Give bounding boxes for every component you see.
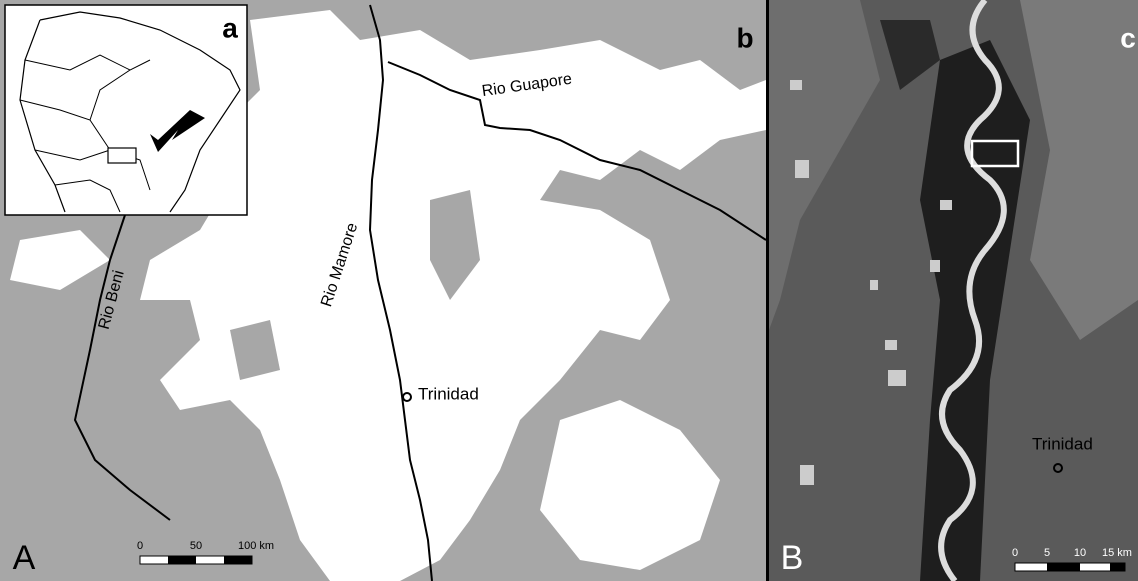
terrain — [1020, 0, 1138, 340]
town-label: Trinidad — [1032, 434, 1093, 453]
river — [73, 214, 171, 521]
river — [938, 0, 1007, 581]
town-marker — [1053, 463, 1063, 473]
river — [368, 4, 433, 581]
continent-outline — [19, 11, 241, 213]
upland — [430, 190, 480, 300]
divider — [766, 0, 769, 581]
study-area-box — [107, 147, 137, 164]
scale-label: 0 — [1012, 547, 1018, 559]
satellite-panel-c: Trinidad 0 5 10 15 km c B — [769, 0, 1138, 581]
town-marker — [402, 392, 412, 402]
river — [387, 61, 766, 241]
upland — [230, 320, 280, 380]
scale-label: 0 — [137, 540, 143, 552]
map-panel-b: Rio Guapore Rio Mamore Rio Beni Trinidad… — [0, 0, 766, 581]
map-letter: A — [13, 539, 36, 577]
clearings — [790, 80, 952, 485]
map-letter: B — [781, 539, 804, 577]
arrow — [150, 110, 205, 152]
scale-bar: 0 50 100 km — [137, 540, 274, 565]
panel-letter: a — [222, 12, 238, 43]
panel-letter: c — [1120, 22, 1136, 53]
inset-panel-a: a — [4, 4, 248, 216]
scale-label: 10 — [1074, 547, 1086, 559]
scale-bar: 0 5 10 15 km — [1012, 547, 1132, 572]
scale-label: 15 km — [1102, 547, 1132, 559]
panel-letter: b — [736, 22, 753, 53]
scale-label: 5 — [1044, 547, 1050, 559]
floodplain — [540, 400, 720, 570]
lake — [880, 20, 940, 90]
borders — [19, 54, 151, 213]
town-label: Trinidad — [418, 384, 479, 403]
scale-label: 50 — [190, 540, 202, 552]
scale-label: 100 km — [238, 540, 274, 552]
study-area-box — [970, 139, 1020, 168]
floodplain — [10, 230, 110, 290]
